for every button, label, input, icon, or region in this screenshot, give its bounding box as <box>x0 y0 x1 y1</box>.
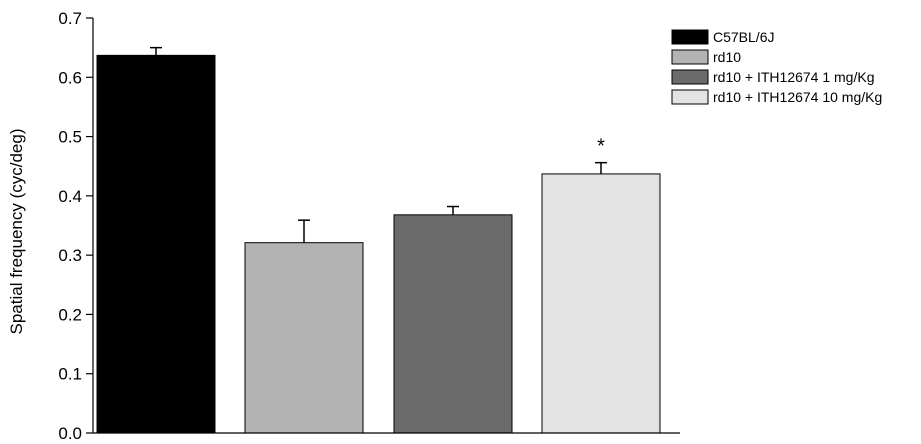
y-tick-label: 0.4 <box>58 187 82 206</box>
legend-label: rd10 + ITH12674 1 mg/Kg <box>713 69 875 85</box>
error-bars-group <box>150 46 607 243</box>
annotations-group: * <box>597 136 605 158</box>
y-tick-label: 0.2 <box>58 305 82 324</box>
y-tick-label: 0.7 <box>58 9 82 28</box>
bar <box>393 214 513 434</box>
y-tick-label: 0.1 <box>58 365 82 384</box>
legend-label: rd10 <box>713 49 741 65</box>
y-tick-label: 0.3 <box>58 246 82 265</box>
y-tick-label: 0.0 <box>58 424 82 443</box>
bar <box>541 173 661 434</box>
legend-label: rd10 + ITH12674 10 mg/Kg <box>713 89 882 105</box>
legend-label: C57BL/6J <box>713 29 774 45</box>
legend-swatch <box>671 69 709 85</box>
y-tick-label: 0.5 <box>58 128 82 147</box>
legend-swatch <box>671 89 709 105</box>
bars-group <box>96 54 661 434</box>
significance-asterisk: * <box>597 136 605 158</box>
legend: C57BL/6J rd10 rd10 + ITH12674 1 mg/Kg rd10 … <box>671 29 882 105</box>
bar <box>244 242 364 434</box>
y-axis-label: Spatial frequency (cyc/deg) <box>7 129 26 335</box>
axes-group <box>92 18 680 434</box>
bar <box>96 54 216 434</box>
legend-swatch <box>671 29 709 45</box>
y-tick-label: 0.6 <box>58 68 82 87</box>
legend-swatch <box>671 49 709 65</box>
y-axis-ticks: 0.0 0.1 0.2 0.3 0.4 0.5 0.6 0.7 <box>58 9 93 443</box>
